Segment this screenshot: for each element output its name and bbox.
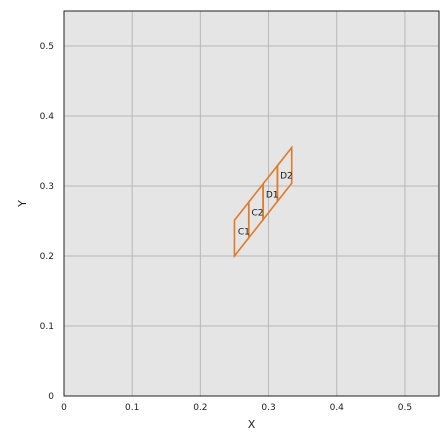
x-tick-label: 0.3 xyxy=(261,403,275,413)
cell-label-c1: C1 xyxy=(238,228,250,238)
cell-label-d1: D1 xyxy=(266,190,279,200)
x-tick-label: 0.1 xyxy=(125,403,139,413)
x-tick-label: 0.5 xyxy=(398,403,412,413)
x-tick-labels: 0 0.1 0.2 0.3 0.4 0.5 xyxy=(61,403,412,413)
y-tick-labels: 0 0.1 0.2 0.3 0.4 0.5 xyxy=(40,42,55,402)
y-tick-label: 0.5 xyxy=(40,42,54,52)
cell-outlines xyxy=(233,145,293,259)
y-tick-label: 0.4 xyxy=(40,112,55,122)
x-tick-label: 0.4 xyxy=(330,403,345,413)
plot-area xyxy=(64,11,439,396)
y-tick-label: 0.1 xyxy=(40,322,54,332)
x-tick-label: 0 xyxy=(61,403,67,413)
y-tick-label: 0.2 xyxy=(40,252,54,262)
x-axis-title: X xyxy=(248,418,256,431)
x-tick-label: 0.2 xyxy=(193,403,207,413)
y-axis-title: Y xyxy=(16,200,29,208)
grid-lines xyxy=(64,11,439,396)
cell-d2 xyxy=(276,145,293,204)
cell-label-c2: C2 xyxy=(252,209,264,219)
y-tick-label: 0 xyxy=(48,392,54,402)
plot-frame xyxy=(63,10,440,397)
cell-label-d2: D2 xyxy=(280,172,293,182)
y-tick-label: 0.3 xyxy=(40,182,54,192)
